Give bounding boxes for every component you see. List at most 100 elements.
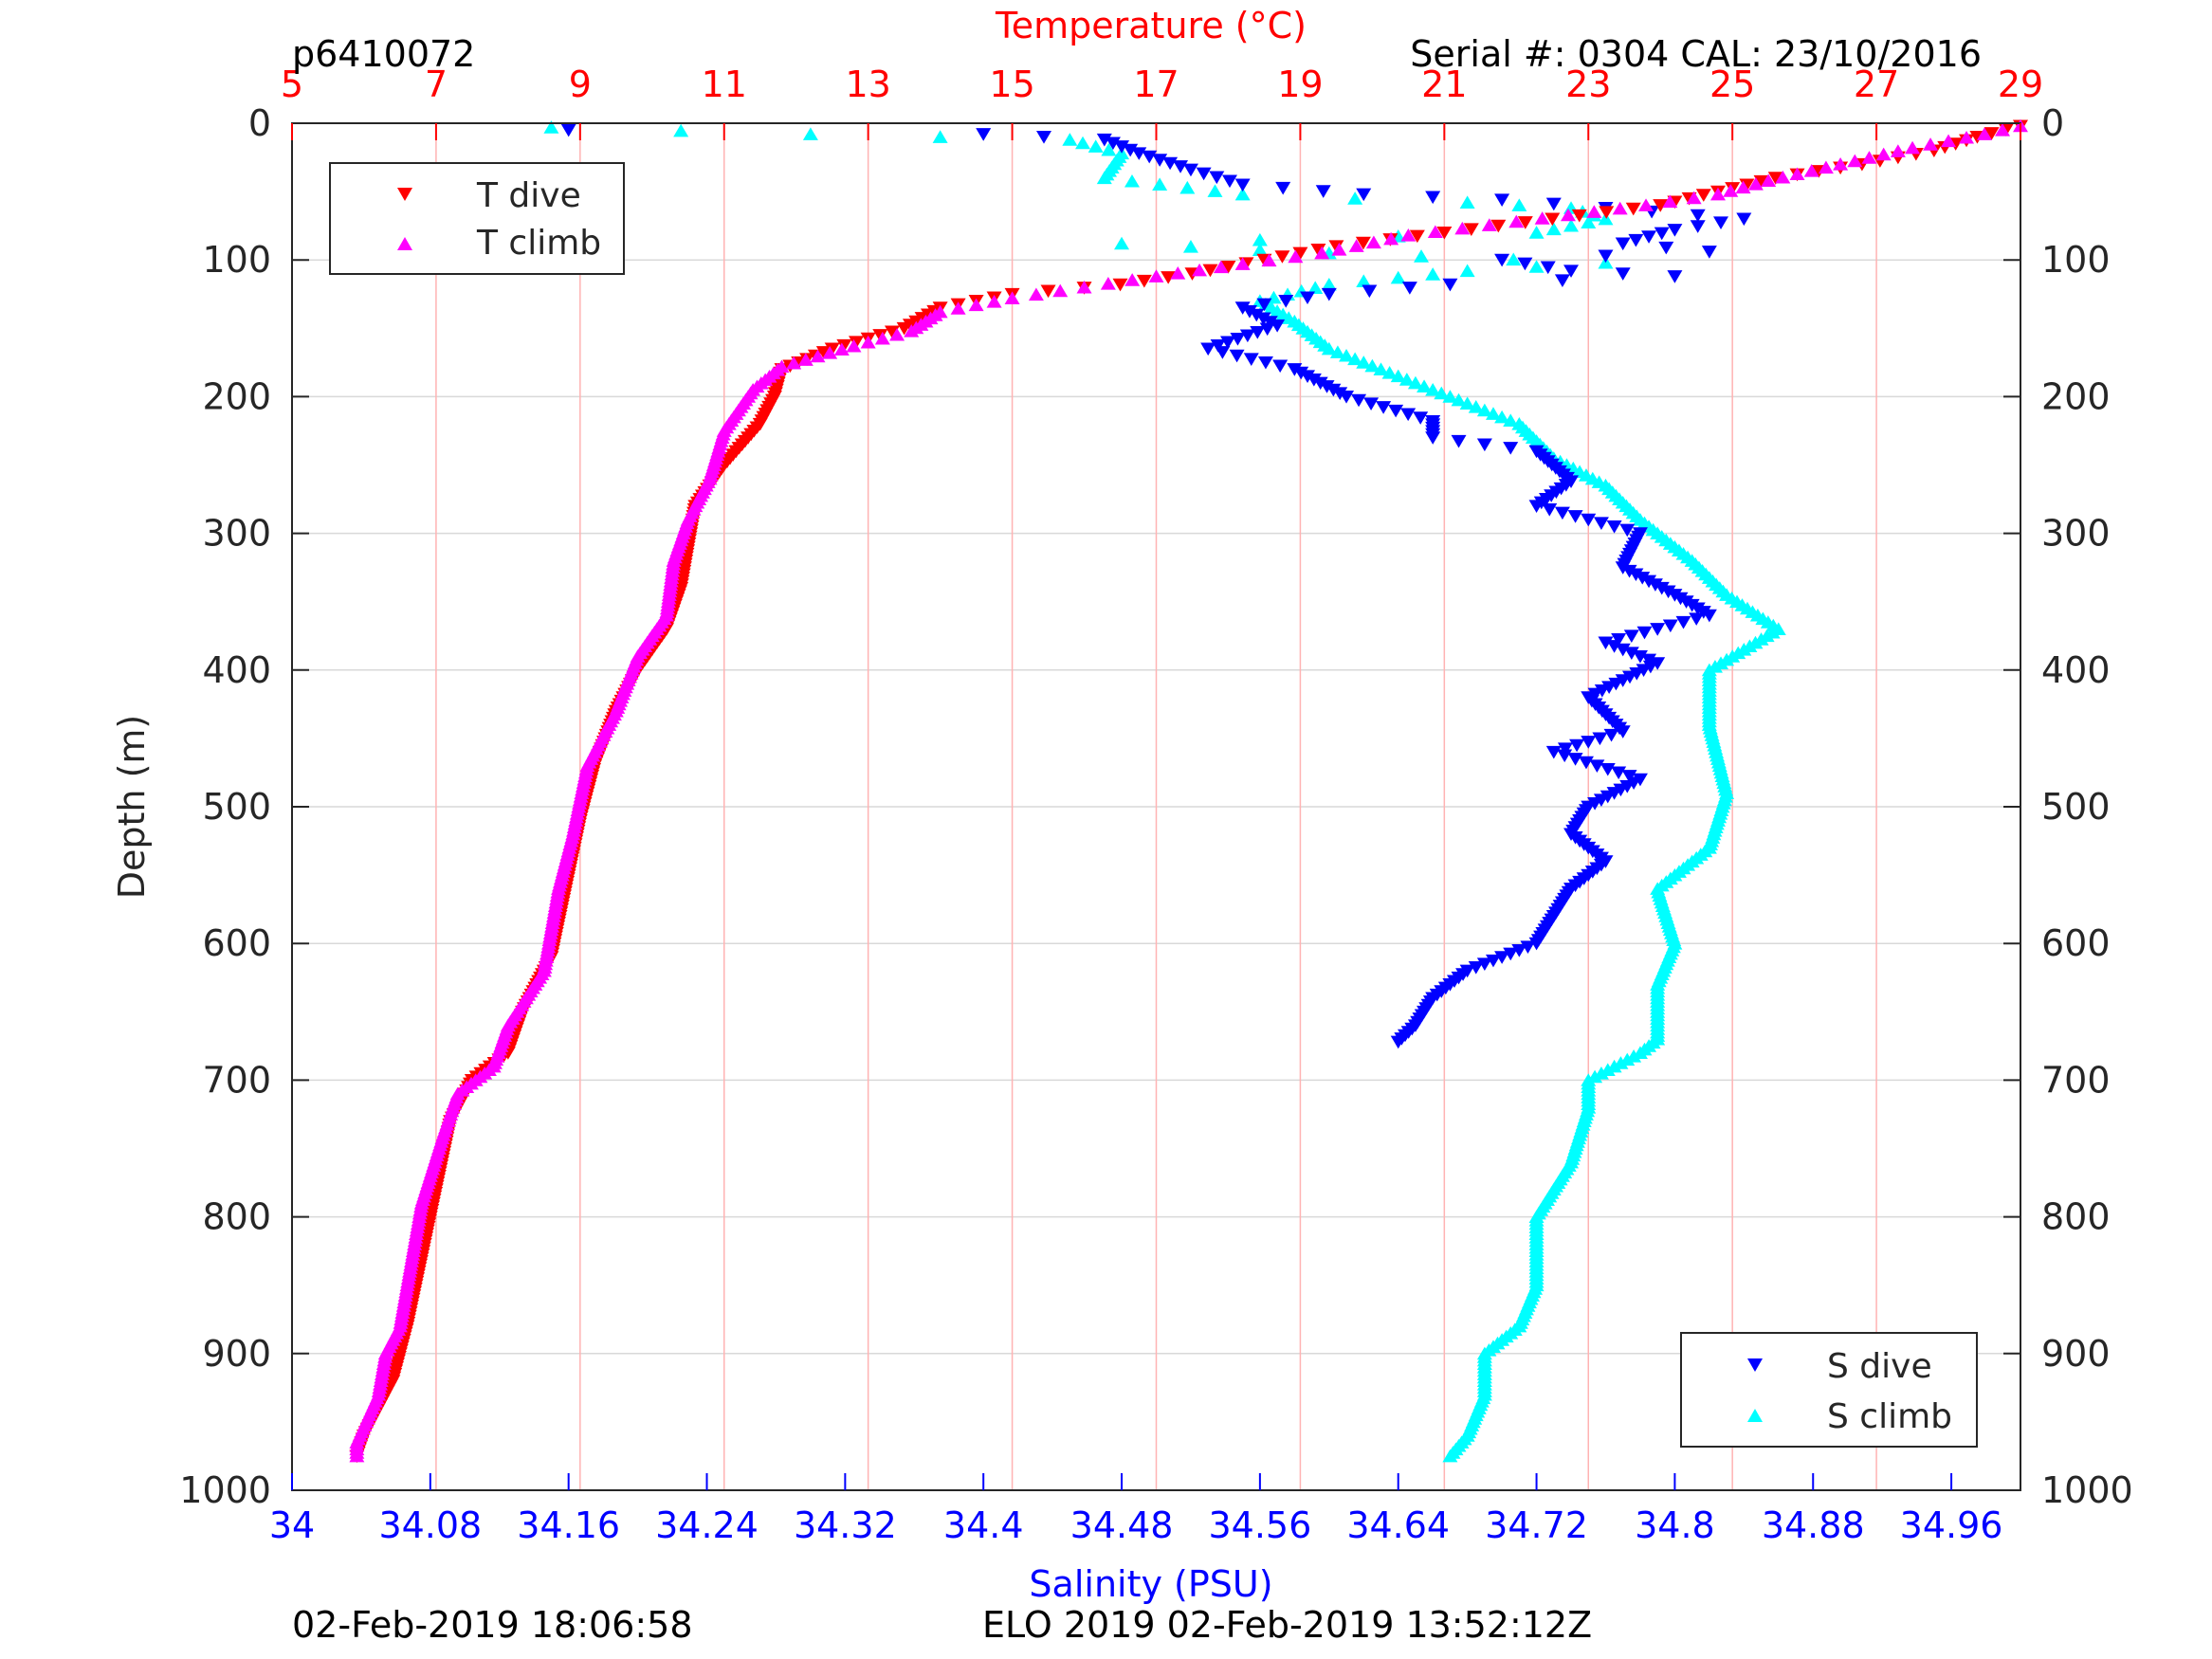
depth-tick-label-left: 300: [202, 513, 271, 555]
point-s-dive: [1563, 264, 1580, 278]
point-s-dive: [1593, 517, 1609, 530]
point-s-dive: [1701, 246, 1717, 259]
point-t-climb: [833, 342, 850, 356]
point-s-dive: [1215, 346, 1231, 359]
point-t-dive: [1599, 206, 1615, 219]
point-s-dive: [1300, 370, 1316, 383]
point-s-dive: [1611, 766, 1627, 780]
point-s-climb: [1373, 362, 1389, 375]
point-t-climb: [1170, 266, 1186, 280]
point-t-dive: [1490, 219, 1507, 233]
point-t-dive: [1767, 172, 1783, 185]
point-s-dive: [1256, 298, 1272, 312]
point-s-dive: [1262, 316, 1278, 329]
temperature-legend-box: [329, 162, 625, 275]
salinity-tick-label: 34.56: [1208, 1504, 1311, 1546]
point-t-dive: [1517, 216, 1533, 229]
point-t-climb: [874, 331, 890, 345]
point-s-dive: [1581, 513, 1597, 527]
legend-label-s-climb: S climb: [1827, 1397, 1952, 1436]
point-s-dive: [1554, 506, 1570, 520]
temperature-tick-label: 27: [1854, 64, 1899, 105]
point-s-dive: [1690, 209, 1706, 223]
point-t-climb: [1534, 211, 1550, 225]
point-s-dive: [1255, 312, 1271, 326]
point-s-climb: [1321, 341, 1337, 356]
point-s-climb: [1356, 356, 1372, 369]
temperature-tick-label: 7: [425, 64, 448, 105]
point-s-climb: [1528, 260, 1545, 273]
point-s-dive: [1587, 687, 1603, 702]
point-s-climb: [1598, 211, 1614, 226]
point-s-dive: [1162, 156, 1179, 171]
point-s-dive: [1598, 636, 1614, 650]
point-s-climb: [1347, 352, 1363, 366]
point-s-climb: [1347, 191, 1363, 205]
point-s-climb: [1307, 281, 1324, 295]
temperature-tick-label: 29: [1998, 64, 2043, 105]
point-s-dive: [1593, 793, 1609, 807]
point-s-dive: [1615, 561, 1631, 574]
point-s-climb: [1425, 267, 1441, 281]
point-s-dive: [1400, 408, 1417, 422]
point-s-dive: [1321, 287, 1337, 301]
point-s-dive: [1451, 434, 1467, 448]
point-s-dive: [1606, 787, 1622, 800]
point-s-dive: [1557, 749, 1573, 763]
temperature-tick-label: 19: [1277, 64, 1323, 105]
point-s-dive: [1615, 674, 1631, 687]
point-s-dive: [1476, 438, 1492, 452]
point-s-dive: [1131, 147, 1147, 160]
temperature-tick-label: 5: [281, 64, 303, 105]
point-t-climb: [1348, 239, 1364, 252]
point-t-climb: [1288, 249, 1304, 264]
point-s-dive: [1713, 216, 1729, 229]
point-s-climb: [1390, 270, 1406, 284]
point-s-climb: [1442, 390, 1458, 403]
serial-info: Serial #: 0304 CAL: 23/10/2016: [1410, 33, 1982, 75]
depth-tick-label-right: 500: [2041, 786, 2111, 828]
point-s-climb: [1182, 240, 1198, 253]
point-s-dive: [1287, 363, 1303, 376]
point-s-climb: [1476, 403, 1492, 417]
point-s-dive: [1196, 167, 1212, 181]
point-s-dive: [1239, 329, 1255, 343]
point-s-dive: [1621, 564, 1637, 578]
legend-marker-t-climb: [397, 237, 412, 250]
point-s-climb: [1252, 243, 1268, 257]
point-t-climb: [1923, 137, 1939, 151]
point-t-climb: [1723, 184, 1739, 197]
point-s-dive: [1272, 359, 1289, 374]
point-s-dive: [1598, 249, 1614, 264]
salinity-tick-label: 34.88: [1762, 1504, 1865, 1546]
point-s-dive: [1494, 193, 1510, 207]
point-t-climb: [1890, 144, 1906, 157]
point-s-dive: [1259, 322, 1275, 337]
point-s-climb: [1390, 369, 1406, 383]
point-s-dive: [1736, 212, 1752, 227]
point-s-dive: [1626, 776, 1642, 790]
point-s-dive: [1182, 163, 1198, 177]
point-s-climb: [1511, 198, 1527, 211]
point-s-dive: [1635, 572, 1651, 585]
point-t-dive: [1136, 274, 1152, 288]
point-s-dive: [1300, 291, 1316, 305]
point-s-dive: [1557, 742, 1573, 756]
temperature-tick-label: 25: [1709, 64, 1755, 105]
point-t-climb: [1662, 194, 1678, 209]
point-s-dive: [1554, 274, 1570, 288]
point-s-dive: [1270, 319, 1286, 333]
salinity-tick-label: 34.64: [1346, 1504, 1450, 1546]
legend-marker-s-climb: [1747, 1409, 1763, 1422]
point-t-dive: [1112, 278, 1128, 292]
temperature-tick-label: 13: [845, 64, 890, 105]
point-s-dive: [1142, 150, 1158, 164]
point-s-climb: [1459, 264, 1475, 278]
point-t-climb: [1213, 260, 1229, 274]
point-s-dive: [1660, 585, 1676, 599]
point-t-climb: [904, 323, 920, 337]
point-t-climb: [1959, 130, 1975, 144]
point-s-dive: [1632, 773, 1648, 787]
point-s-climb: [1356, 274, 1372, 287]
point-t-climb: [1612, 201, 1628, 215]
